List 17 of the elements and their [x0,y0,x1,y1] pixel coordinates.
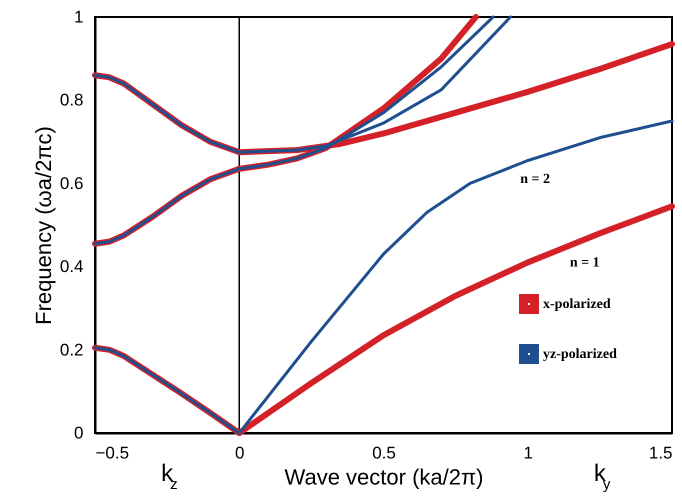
legend-label: x-polarized [543,297,611,312]
legend-label: yz-polarized [543,347,618,362]
annotation: n = 1 [570,255,600,270]
x-tick-label: 1.5 [648,444,672,462]
y-axis-title: Frequency (ωa/2πc) [30,126,56,325]
y-tick-label: 0.2 [60,340,84,360]
x-tick-label: 0.5 [372,444,396,462]
annotation: n = 2 [520,172,550,188]
x-axis-title: Wave vector (ka/2π) [284,464,484,490]
y-tick-label: 0.8 [60,90,84,110]
y-tick-label: 0.4 [60,257,84,276]
y-tick-label: 1 [74,8,84,26]
x-tick-label: −0.5 [96,444,130,462]
x-tick-label: 0 [235,444,244,462]
y-tick-label: 0 [74,424,84,442]
y-tick-label: 0.6 [60,174,84,193]
x-tick-label: 1 [524,444,533,462]
